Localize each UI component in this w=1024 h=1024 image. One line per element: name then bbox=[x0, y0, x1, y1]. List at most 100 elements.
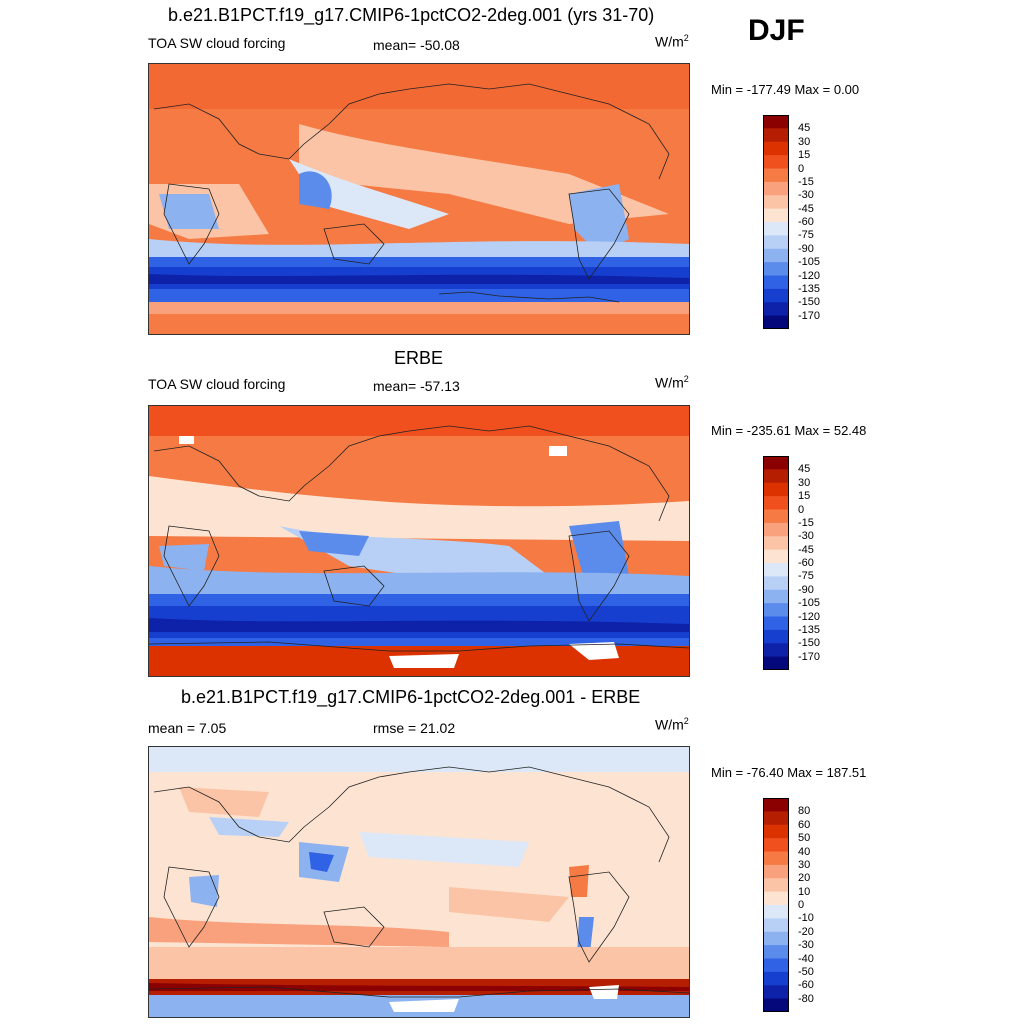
panel1-colorbar-tick-label: 30 bbox=[798, 135, 811, 148]
panel2-map-svg bbox=[149, 406, 689, 676]
panel3-mean-label: mean = 7.05 bbox=[148, 720, 227, 736]
panel2-colorbar-tick-label: -105 bbox=[798, 597, 821, 610]
season-label: DJF bbox=[748, 14, 805, 47]
panel3-colorbar-tick-label: 10 bbox=[798, 885, 811, 898]
panel2-colorbar-swatch bbox=[763, 456, 789, 470]
panel2-colorbar-tick-label: -60 bbox=[798, 557, 814, 569]
panel2-colorbar-swatch bbox=[763, 576, 789, 591]
panel3-colorbar-tick-label: -60 bbox=[798, 979, 814, 992]
panel2-colorbar-tick-label: -15 bbox=[798, 516, 814, 529]
panel1-title: b.e21.B1PCT.f19_g17.CMIP6-1pctCO2-2deg.0… bbox=[168, 5, 655, 25]
panel2-colorbar-tick-label: -45 bbox=[798, 543, 814, 556]
panel3-colorbar-swatch bbox=[763, 811, 789, 826]
panel1-colorbar-swatch bbox=[763, 235, 789, 250]
panel2-colorbar-tick-label: -135 bbox=[798, 623, 821, 636]
panel1-colorbar-outline bbox=[763, 115, 789, 329]
panel2-colorbar bbox=[763, 456, 789, 670]
panel2-colorbar-swatch bbox=[763, 616, 789, 631]
panel2-colorbar-swatch bbox=[763, 536, 789, 551]
panel2-colorbar-outline bbox=[763, 456, 789, 670]
panel1-colorbar-swatch bbox=[763, 141, 789, 156]
panel2-colorbar-tick-label: -75 bbox=[798, 570, 814, 583]
panel1-colorbar-swatch bbox=[763, 155, 789, 169]
panel3-colorbar-swatch bbox=[763, 985, 789, 1000]
panel3-colorbar-swatch bbox=[763, 851, 789, 866]
panel2-colorbar-swatch bbox=[763, 656, 789, 670]
panel1-colorbar-tick-label: -15 bbox=[798, 175, 814, 188]
panel1-mean-label: mean= -50.08 bbox=[373, 37, 460, 53]
panel2-colorbar-swatch bbox=[763, 549, 789, 564]
panel3-colorbar-tick-label: 0 bbox=[798, 899, 805, 911]
panel2-coastlines bbox=[149, 425, 689, 652]
panel1-colorbar-tick-label: -135 bbox=[798, 282, 821, 295]
panel2-title: ERBE bbox=[394, 348, 444, 368]
panel2-colorbar-swatch bbox=[763, 522, 789, 537]
panel3-colorbar-swatch bbox=[763, 824, 789, 839]
panel3-colorbar-tick-label: -30 bbox=[798, 939, 814, 952]
panel1-colorbar-tick-label: -45 bbox=[798, 202, 814, 215]
panel1-colorbar-swatch bbox=[763, 315, 789, 329]
panel3-colorbar-tick-label: -10 bbox=[798, 912, 814, 925]
panel2-colorbar-tick-label: -120 bbox=[798, 610, 821, 623]
panel2-colorbar-swatch bbox=[763, 603, 789, 617]
panel1-minmax-label: Min = -177.49 Max = 0.00 bbox=[711, 82, 860, 97]
panel1-colorbar-tick-label: 45 bbox=[798, 122, 811, 135]
panel3-units-label: W/m2 bbox=[655, 716, 689, 733]
panel2-colorbar-swatch bbox=[763, 509, 789, 524]
panel2-colorbar-swatch bbox=[763, 469, 789, 484]
panel3-colorbar-tick-label: -40 bbox=[798, 952, 814, 965]
panel3-map-svg bbox=[149, 747, 689, 1017]
panel1-colorbar-swatch bbox=[763, 222, 789, 236]
panel1-variable-label: TOA SW cloud forcing bbox=[148, 35, 286, 51]
panel2-colorbar-swatch bbox=[763, 482, 789, 497]
panel1-colorbar-swatch bbox=[763, 262, 789, 276]
panel3-colorbar bbox=[763, 798, 789, 1012]
panel3-colorbar-tick-label: 60 bbox=[798, 818, 811, 831]
panel1-colorbar-swatch bbox=[763, 168, 789, 183]
panel2-units-label: W/m2 bbox=[655, 374, 689, 391]
panel3-colorbar-tick-label: 50 bbox=[798, 832, 811, 845]
panel3-colorbar-swatch bbox=[763, 945, 789, 959]
panel3-colorbar-swatch bbox=[763, 998, 789, 1012]
panel2-colorbar-tick-label: -30 bbox=[798, 530, 814, 543]
panel1-colorbar-tick-label: -120 bbox=[798, 269, 821, 282]
panel1-colorbar-swatch bbox=[763, 181, 789, 196]
panel2-colorbar-swatch bbox=[763, 563, 789, 577]
panel3-colorbar-swatch bbox=[763, 958, 789, 973]
panel2-colorbar-swatch bbox=[763, 643, 789, 658]
panel1-colorbar-swatch bbox=[763, 208, 789, 223]
panel3-colorbar-swatch bbox=[763, 798, 789, 812]
panel3-colorbar-tick-label: 40 bbox=[798, 845, 811, 858]
panel1-units-label: W/m2 bbox=[655, 33, 689, 50]
panel3-colorbar-swatch bbox=[763, 891, 789, 906]
panel1-colorbar-tick-label: 15 bbox=[798, 149, 811, 162]
panel1-colorbar-tick-label: -150 bbox=[798, 296, 821, 309]
panel3-colorbar-swatch bbox=[763, 905, 789, 919]
panel3-title: b.e21.B1PCT.f19_g17.CMIP6-1pctCO2-2deg.0… bbox=[181, 687, 641, 707]
panel3-colorbar-swatch bbox=[763, 971, 789, 986]
panel2-colorbar-tick-label: 30 bbox=[798, 476, 811, 489]
panel3-coastlines bbox=[149, 766, 689, 998]
panel3-colorbar-tick-label: 20 bbox=[798, 872, 811, 885]
panel2-colorbar-svg bbox=[763, 456, 789, 670]
panel1-map-svg bbox=[149, 64, 689, 334]
panel2-map bbox=[148, 405, 690, 677]
panel2-mean-label: mean= -57.13 bbox=[373, 378, 460, 394]
panel3-colorbar-swatch bbox=[763, 838, 789, 852]
panel2-colorbar-swatch bbox=[763, 629, 789, 644]
panel1-colorbar-svg bbox=[763, 115, 789, 329]
panel1-colorbar-swatch bbox=[763, 248, 789, 263]
panel2-colorbar-tick-label: 15 bbox=[798, 490, 811, 503]
panel3-colorbar-tick-label: 30 bbox=[798, 858, 811, 871]
panel2-colorbar-swatch bbox=[763, 496, 789, 510]
panel1-coastlines bbox=[153, 83, 670, 303]
panel3-minmax-label: Min = -76.40 Max = 187.51 bbox=[711, 765, 867, 780]
panel3-colorbar-outline bbox=[763, 798, 789, 1012]
panel3-colorbar-tick-label: 80 bbox=[798, 805, 811, 818]
panel1-colorbar-tick-label: -170 bbox=[798, 309, 821, 322]
panel1-colorbar-tick-label: -90 bbox=[798, 242, 814, 255]
panel1-colorbar-tick-label: -60 bbox=[798, 216, 814, 228]
panel3-rmse-label: rmse = 21.02 bbox=[373, 720, 456, 736]
panel2-colorbar-tick-label: -150 bbox=[798, 637, 821, 650]
panel3-colorbar-swatch bbox=[763, 931, 789, 946]
